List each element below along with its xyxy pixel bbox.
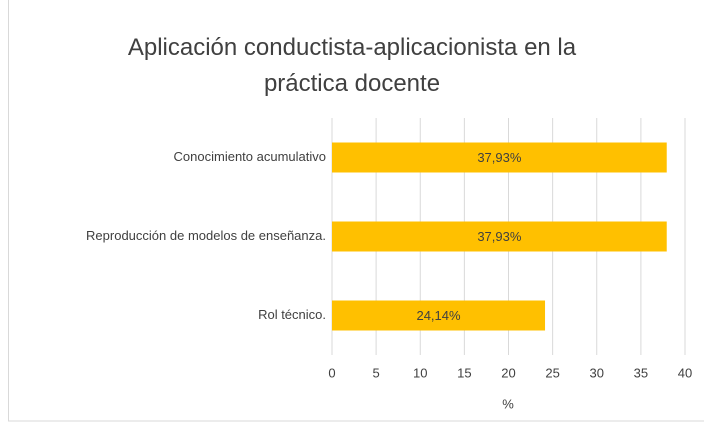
x-tick-label: 15 [457,365,471,380]
x-tick-label: 20 [501,365,515,380]
data-label: 37,93% [477,229,522,244]
y-tick-label: Rol técnico. [258,307,326,322]
x-tick-label: 0 [328,365,335,380]
bar [332,221,667,252]
x-axis-label: % [502,396,514,411]
x-tick-label: 10 [413,365,427,380]
x-tick-label: 5 [373,365,380,380]
x-tick-label: 30 [590,365,604,380]
x-tick-label: 35 [634,365,648,380]
chart-title: Aplicación conductista-aplicacionista en… [127,34,577,97]
data-label: 24,14% [416,308,461,323]
bar [332,142,667,173]
y-tick-label: Reproducción de modelos de enseñanza. [86,228,326,243]
data-label: 37,93% [477,150,522,165]
x-tick-label: 25 [545,365,559,380]
x-tick-label: 40 [678,365,692,380]
bar [332,300,546,331]
y-tick-label: Conocimiento acumulativo [174,149,326,164]
chart-border [8,0,704,422]
